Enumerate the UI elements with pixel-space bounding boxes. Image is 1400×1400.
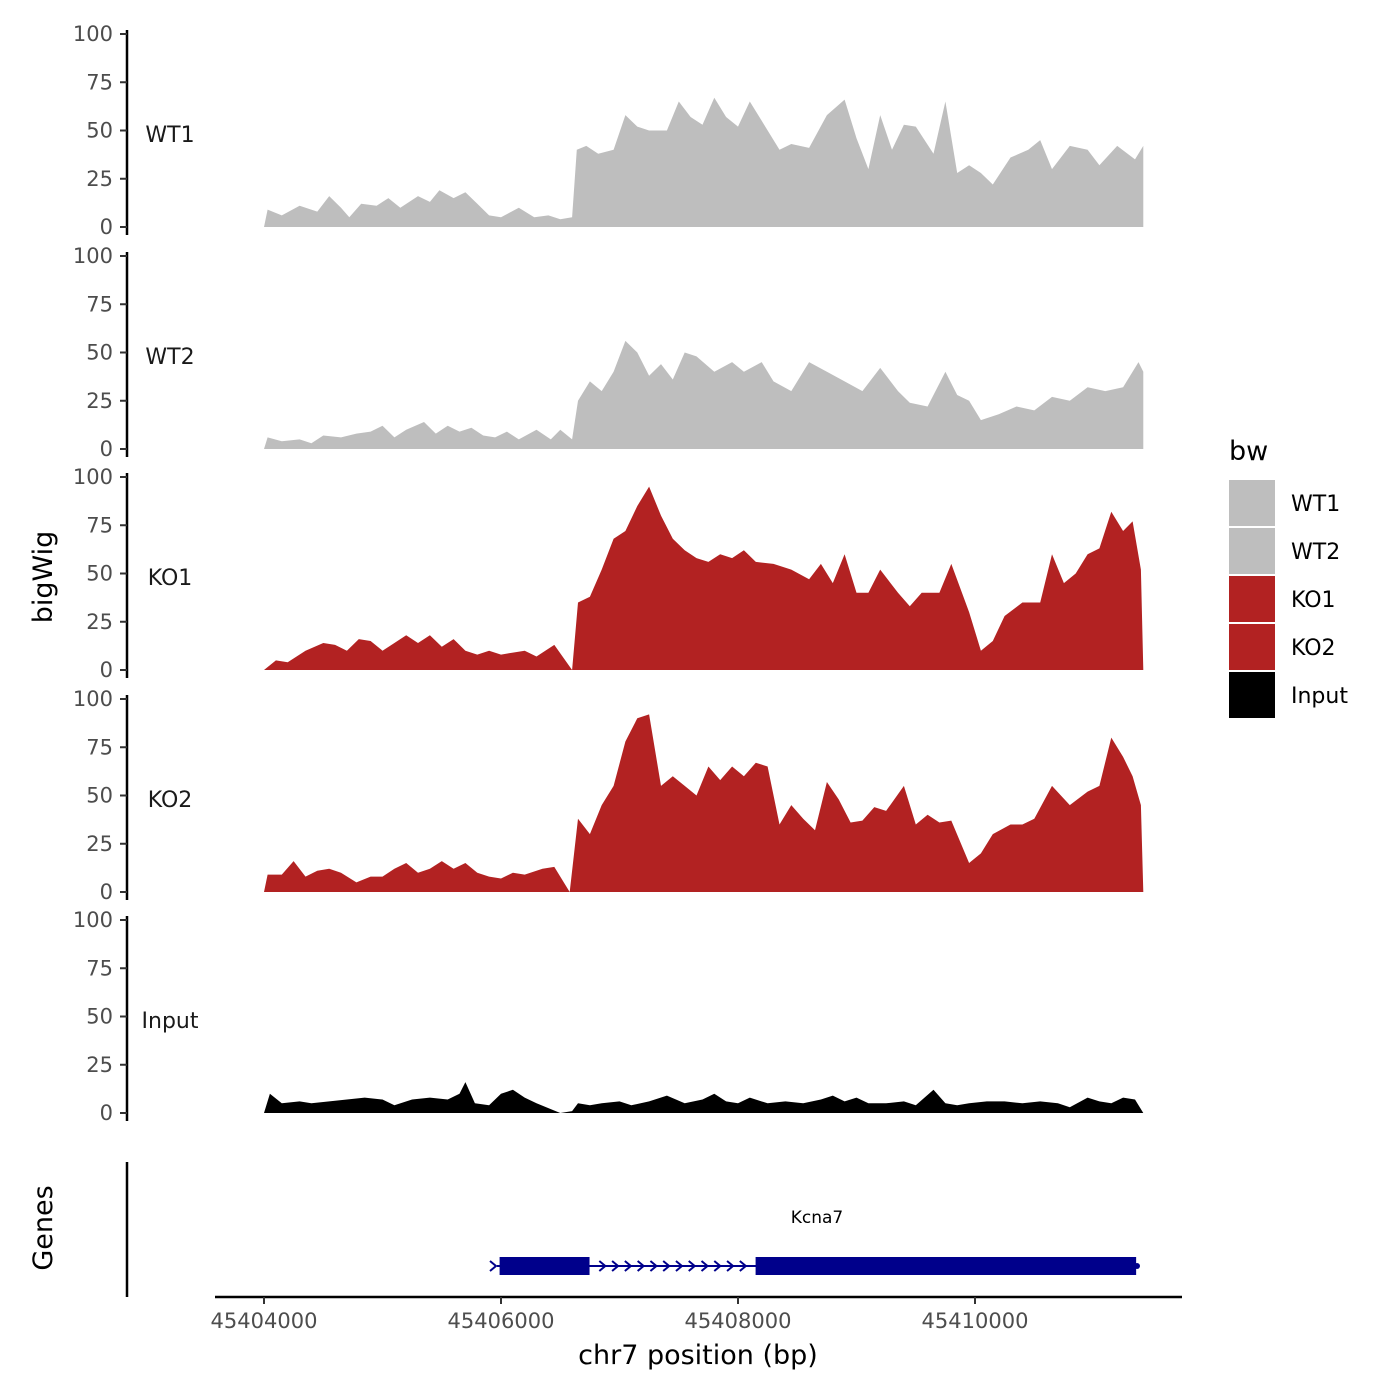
strand-arrow-kcna7-6 xyxy=(662,1260,671,1272)
y-tick-label-wt2-100: 100 xyxy=(73,244,113,268)
gene-kcna7: Kcna7 xyxy=(489,1208,1140,1275)
x-tick-label-45408000: 45408000 xyxy=(685,1309,792,1333)
gene-exon-kcna7-1 xyxy=(499,1257,590,1275)
legend-swatch-input xyxy=(1229,672,1275,718)
legend-label-wt1: WT1 xyxy=(1291,492,1340,517)
track-label-wt1: WT1 xyxy=(145,123,194,148)
strand-arrow-kcna7-11 xyxy=(726,1260,735,1272)
legend-label-input: Input xyxy=(1291,684,1348,709)
y-tick-label-wt1-25: 25 xyxy=(86,167,113,191)
y-tick-label-input-100: 100 xyxy=(73,908,113,932)
area-wt2 xyxy=(264,340,1144,449)
y-tick-label-input-0: 0 xyxy=(100,1101,113,1125)
strand-arrow-kcna7-10 xyxy=(713,1260,722,1272)
legend-swatch-wt2 xyxy=(1229,528,1275,574)
x-tick-label-45404000: 45404000 xyxy=(211,1309,318,1333)
legend-swatch-ko1 xyxy=(1229,576,1275,622)
legend: bw WT1 WT2 KO1 KO2 Input xyxy=(1229,436,1348,718)
x-tick-label-45410000: 45410000 xyxy=(922,1309,1029,1333)
area-ko1 xyxy=(264,486,1144,670)
y-tick-label-ko2-100: 100 xyxy=(73,687,113,711)
y-tick-label-input-50: 50 xyxy=(86,1005,113,1029)
y-tick-label-wt1-0: 0 xyxy=(100,215,113,239)
coverage-tracks: 0255075100WT10255075100WT20255075100KO10… xyxy=(73,22,1144,1125)
legend-items: WT1 WT2 KO1 KO2 Input xyxy=(1229,480,1348,718)
y-tick-label-ko2-50: 50 xyxy=(86,784,113,808)
strand-arrow-kcna7-8 xyxy=(688,1260,697,1272)
y-tick-label-ko1-50: 50 xyxy=(86,562,113,586)
y-tick-label-wt2-75: 75 xyxy=(86,292,113,316)
y-tick-label-wt2-25: 25 xyxy=(86,389,113,413)
strand-arrow-kcna7-9 xyxy=(700,1260,710,1272)
strand-arrow-kcna7-1 xyxy=(598,1260,607,1272)
y-tick-label-ko1-100: 100 xyxy=(73,465,113,489)
track-ko2: 0 25 50 75 100 KO2 xyxy=(73,687,1144,904)
track-wt1: 0 25 50 75 100 WT1 xyxy=(73,22,1144,239)
track-label-wt2: WT2 xyxy=(145,345,194,370)
y-axis-title: bigWig xyxy=(28,531,59,624)
genes-panel: Genes Kcna7 xyxy=(28,1162,1140,1297)
y-tick-label-ko1-75: 75 xyxy=(86,513,113,537)
y-tick-label-ko1-25: 25 xyxy=(86,610,113,634)
y-tick-label-input-25: 25 xyxy=(86,1053,113,1077)
y-tick-label-ko2-75: 75 xyxy=(86,735,113,759)
track-wt2: 0 25 50 75 100 WT2 xyxy=(73,244,1144,461)
legend-label-ko1: KO1 xyxy=(1291,588,1336,613)
y-tick-label-wt1-100: 100 xyxy=(73,22,113,46)
y-tick-label-wt2-0: 0 xyxy=(100,437,113,461)
y-axis-title-text: bigWig xyxy=(28,531,59,624)
strand-arrow-kcna7-2 xyxy=(611,1260,620,1272)
legend-swatch-ko2 xyxy=(1229,624,1275,670)
gene-label-kcna7: Kcna7 xyxy=(791,1208,844,1228)
y-tick-label-input-75: 75 xyxy=(86,956,113,980)
y-tick-label-ko1-0: 0 xyxy=(100,658,113,682)
gene-models: Kcna7 xyxy=(489,1208,1140,1275)
legend-swatch-wt1 xyxy=(1229,480,1275,526)
y-tick-label-ko2-0: 0 xyxy=(100,880,113,904)
track-input: 0 25 50 75 100 Input xyxy=(73,908,1144,1125)
gene-end-marker-kcna7 xyxy=(1134,1263,1140,1269)
x-axis-title: chr7 position (bp) xyxy=(578,1340,818,1371)
area-input xyxy=(264,1082,1144,1113)
genes-panel-title: Genes xyxy=(28,1185,59,1270)
legend-label-ko2: KO2 xyxy=(1291,636,1336,661)
y-tick-label-wt1-50: 50 xyxy=(86,119,113,143)
area-wt1 xyxy=(264,97,1144,227)
track-ko1: 0 25 50 75 100 KO1 xyxy=(73,465,1144,682)
legend-title: bw xyxy=(1229,436,1268,467)
legend-label-wt2: WT2 xyxy=(1291,540,1340,565)
strand-arrow-kcna7-4 xyxy=(636,1260,646,1272)
strand-arrow-kcna7-12 xyxy=(739,1260,748,1272)
y-tick-label-wt2-50: 50 xyxy=(86,341,113,365)
y-tick-label-wt1-75: 75 xyxy=(86,70,113,94)
strand-arrow-kcna7-5 xyxy=(649,1260,658,1272)
strand-arrow-kcna7-start xyxy=(489,1260,498,1272)
strand-arrow-kcna7-7 xyxy=(675,1260,684,1272)
x-axis: 45404000 45406000 45408000 45410000 chr7 po… xyxy=(211,1295,1182,1371)
track-label-ko2: KO2 xyxy=(148,788,193,813)
y-tick-label-ko2-25: 25 xyxy=(86,832,113,856)
gene-exon-kcna7-2 xyxy=(755,1257,1137,1275)
track-label-input: Input xyxy=(142,1009,199,1034)
x-tick-label-45406000: 45406000 xyxy=(448,1309,555,1333)
x-axis-ticks: 45404000 45406000 45408000 45410000 xyxy=(211,1297,1029,1333)
track-label-ko1: KO1 xyxy=(148,566,193,591)
area-ko2 xyxy=(264,714,1144,892)
strand-arrow-kcna7-3 xyxy=(624,1260,633,1272)
